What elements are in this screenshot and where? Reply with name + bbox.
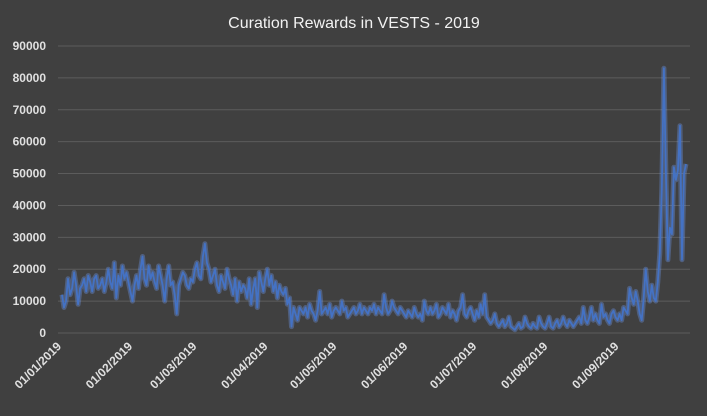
y-tick-label: 30000 (13, 230, 47, 244)
y-tick-label: 20000 (13, 262, 47, 276)
series-group (59, 65, 689, 333)
y-tick-label: 10000 (13, 294, 47, 308)
y-axis-tick-labels: 0 10000 20000 30000 40000 50000 60000 70000 8000… (13, 39, 47, 340)
chart-title: Curation Rewards in VESTS - 2019 (228, 15, 480, 32)
y-tick-label: 80000 (13, 71, 47, 85)
series-line (61, 67, 687, 331)
gridlines (58, 45, 690, 334)
y-tick-label: 70000 (13, 103, 47, 117)
y-tick-label: 90000 (13, 39, 47, 53)
y-tick-label: 60000 (13, 135, 47, 149)
y-tick-label: 50000 (13, 167, 47, 181)
y-tick-label: 0 (39, 326, 46, 340)
y-tick-label: 40000 (13, 198, 47, 212)
